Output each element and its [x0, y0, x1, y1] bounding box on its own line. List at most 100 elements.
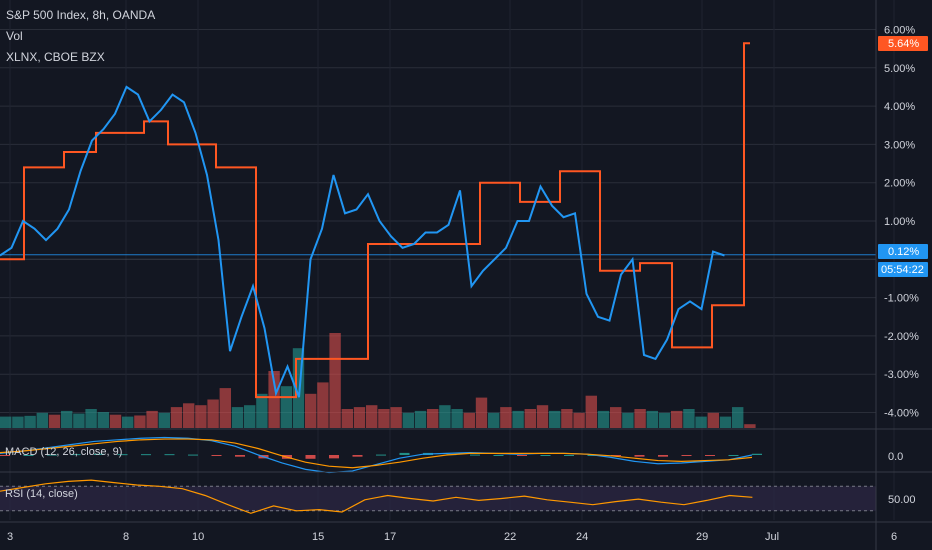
macd-histogram-bar — [611, 455, 621, 456]
volume-bar — [183, 403, 195, 428]
compare-series-legend[interactable]: XLNX, CBOE BZX — [6, 50, 105, 64]
macd-histogram-bar — [681, 455, 692, 456]
volume-bar — [536, 405, 549, 428]
macd-histogram-bar — [376, 454, 386, 456]
volume-bar — [231, 407, 244, 428]
macd-pane — [0, 436, 762, 474]
volume-bar — [658, 412, 671, 428]
macd-histogram-bar — [752, 453, 762, 455]
price-axis-tick: 2.00% — [884, 178, 915, 190]
macd-axis-tick: 0.0 — [888, 451, 903, 463]
time-axis-tick: 3 — [7, 531, 13, 543]
volume-bar — [683, 409, 695, 428]
svg-text:05:54:22: 05:54:22 — [881, 264, 924, 276]
svg-text:0.12%: 0.12% — [888, 246, 919, 258]
volume-bar — [634, 409, 646, 428]
price-axis-tick: -4.00% — [884, 408, 919, 420]
volume-bar — [512, 410, 524, 428]
macd-histogram-bar — [705, 455, 715, 456]
price-axis-tick: 5.00% — [884, 63, 915, 75]
time-axis-tick: 15 — [312, 531, 324, 543]
volume-bar — [488, 412, 500, 428]
volume-bar — [573, 412, 585, 428]
macd-histogram-bar — [164, 454, 175, 456]
volume-bar — [414, 410, 427, 428]
volume-bar — [146, 410, 158, 428]
volume-bar — [317, 382, 329, 428]
time-axis-tick: 24 — [576, 531, 588, 543]
macd-histogram-bar — [141, 454, 151, 456]
price-axis-tick: 1.00% — [884, 216, 915, 228]
price-axis-tick: 3.00% — [884, 139, 915, 151]
time-axis-tick: 29 — [696, 531, 708, 543]
rsi-pane — [0, 479, 876, 514]
xlnx-value-badge: 5.64% — [878, 36, 928, 51]
volume-bars — [0, 333, 756, 428]
macd-histogram-bar — [658, 455, 668, 457]
macd-histogram-bar — [728, 455, 739, 456]
volume-bar — [427, 409, 439, 428]
xlnx-series-line — [0, 42, 750, 399]
macd-histogram-bar — [23, 455, 34, 456]
spx-series-line — [0, 85, 725, 398]
main-series-legend[interactable]: S&P 500 Index, 8h, OANDA — [6, 8, 156, 22]
macd-histogram-bar — [564, 455, 574, 456]
macd-histogram-bar — [94, 453, 104, 455]
volume-bar — [353, 407, 366, 428]
macd-histogram-bar — [117, 454, 128, 456]
macd-histogram-bar — [634, 455, 645, 457]
volume-bar — [610, 407, 622, 428]
volume-bar — [170, 407, 183, 428]
volume-bar — [671, 410, 683, 428]
volume-bar — [378, 409, 390, 428]
volume-bar — [561, 409, 573, 428]
volume-bar — [280, 386, 292, 428]
time-axis-tick: Jul — [765, 531, 779, 543]
volume-bar — [719, 416, 732, 428]
volume-bar — [292, 348, 305, 428]
volume-bar — [707, 412, 719, 428]
volume-legend[interactable]: Vol — [6, 29, 23, 43]
volume-bar — [500, 407, 512, 428]
macd-pane-label[interactable]: MACD (12, 26, close, 9) — [5, 446, 123, 458]
macd-histogram-bar — [352, 455, 363, 457]
price-axis-tick: 4.00% — [884, 101, 915, 113]
volume-bar — [341, 409, 353, 428]
spx-value-badge: 0.12% — [878, 244, 928, 259]
volume-bar — [695, 416, 707, 428]
macd-histogram-bar — [470, 454, 480, 456]
macd-histogram-bar — [399, 452, 410, 455]
volume-bar — [122, 416, 134, 428]
volume-bar — [219, 388, 231, 428]
volume-bar — [158, 412, 170, 428]
volume-bar — [134, 415, 146, 428]
rsi-axis-tick: 50.00 — [888, 494, 916, 506]
volume-bar — [402, 412, 414, 428]
macd-histogram-bar — [493, 455, 504, 456]
time-axis-tick: 8 — [123, 531, 129, 543]
svg-text:5.64%: 5.64% — [888, 38, 919, 50]
time-axis-tick: 6 — [891, 531, 897, 543]
volume-bar — [475, 397, 488, 428]
price-axis-tick: -1.00% — [884, 293, 919, 305]
volume-bar — [48, 414, 61, 428]
volume-bar — [646, 410, 658, 428]
macd-histogram-bar — [587, 455, 598, 456]
macd-histogram-bar — [211, 455, 222, 456]
price-axis-tick: -3.00% — [884, 369, 919, 381]
rsi-line — [0, 479, 753, 514]
macd-histogram-bar — [70, 454, 81, 456]
macd-signal-line — [0, 438, 753, 469]
volume-bar — [451, 409, 463, 428]
volume-bar — [305, 393, 317, 428]
macd-histogram-bar — [235, 455, 245, 457]
macd-histogram-bar — [540, 455, 551, 456]
rsi-pane-label[interactable]: RSI (14, close) — [5, 488, 78, 500]
macd-histogram-bar — [47, 454, 57, 456]
volume-bar — [744, 424, 756, 428]
macd-histogram-bar — [305, 455, 316, 459]
macd-line — [0, 436, 753, 474]
volume-bar — [12, 416, 24, 428]
macd-histogram-bar — [517, 455, 527, 456]
